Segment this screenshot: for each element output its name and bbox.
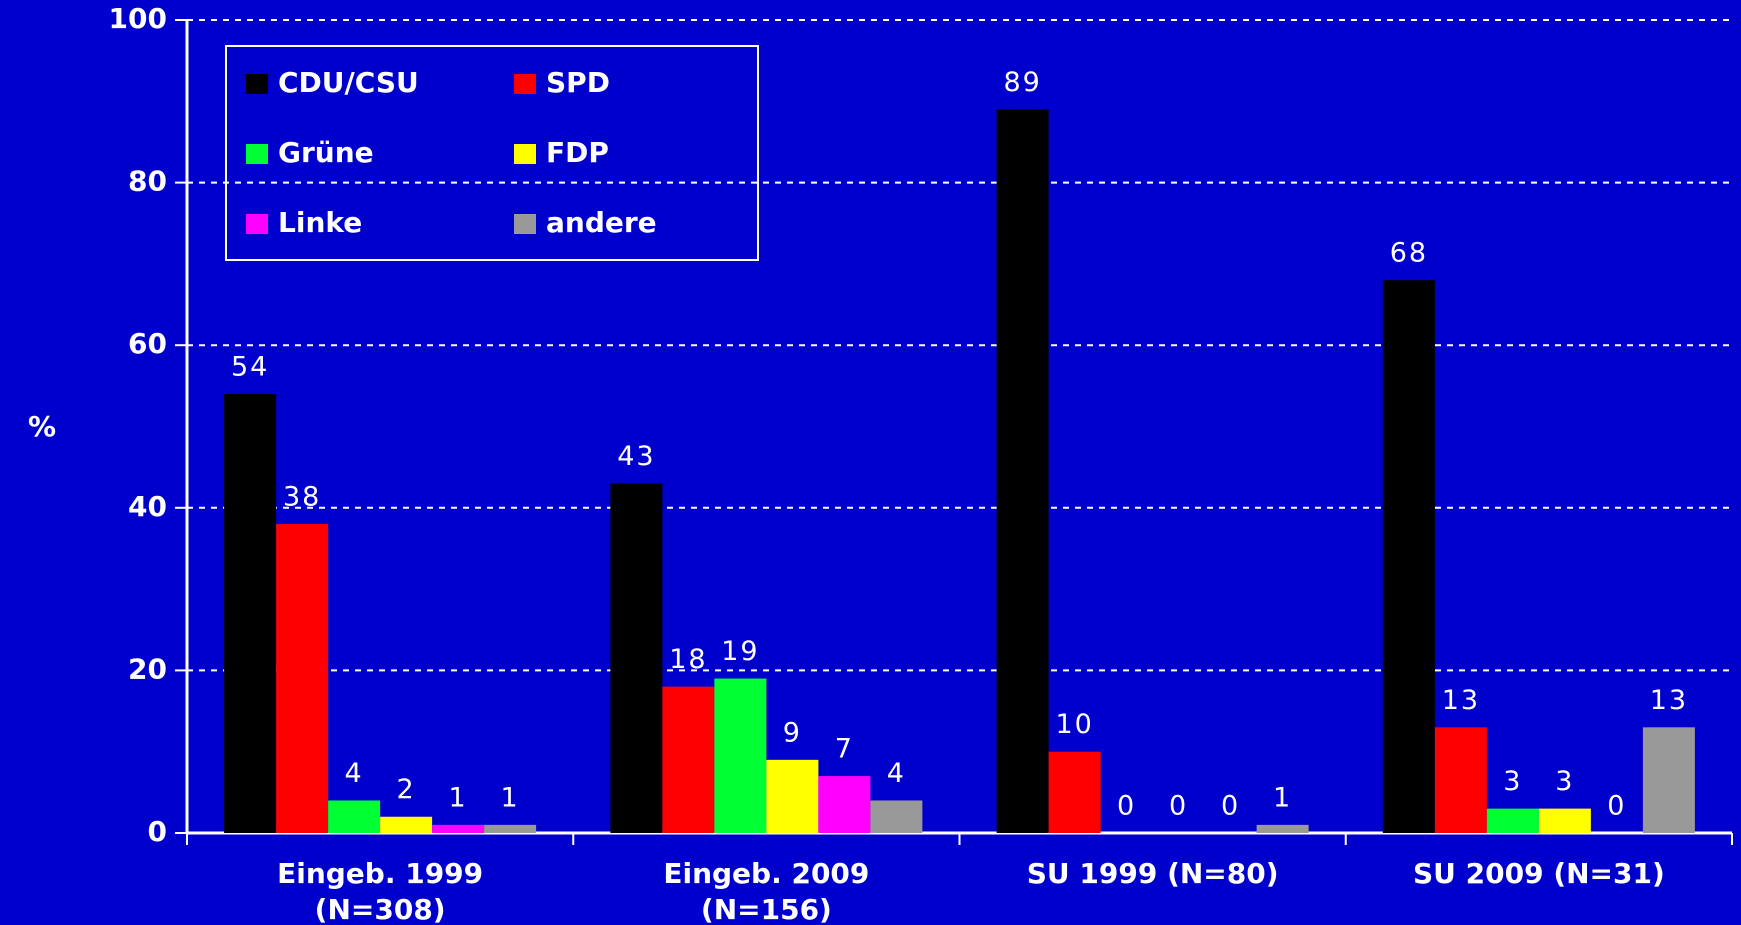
- legend-label: Grüne: [278, 136, 374, 169]
- value-label: 4: [345, 758, 364, 789]
- bar: [1642, 727, 1695, 833]
- bar: [996, 109, 1049, 834]
- value-label: 54: [231, 351, 269, 382]
- bar: [328, 800, 381, 833]
- bar: [766, 759, 819, 833]
- value-label: 13: [1442, 685, 1480, 716]
- bar: [1256, 824, 1309, 833]
- value-label: 13: [1650, 685, 1688, 716]
- bar: [380, 816, 433, 833]
- value-label: 1: [501, 782, 520, 813]
- x-tick-label: SU 2009 (N=31): [1413, 857, 1665, 890]
- legend-box: [225, 45, 759, 261]
- value-label: 0: [1607, 791, 1626, 822]
- bar: [1382, 280, 1435, 833]
- bar: [610, 483, 663, 833]
- value-label: 3: [1555, 766, 1574, 797]
- bar: [276, 524, 329, 833]
- y-tick-label: 0: [148, 815, 167, 848]
- x-tick-label: (N=156): [701, 893, 832, 925]
- y-tick-label: 80: [128, 165, 167, 198]
- value-label: 68: [1390, 238, 1428, 269]
- value-label: 18: [669, 644, 707, 675]
- bar: [1486, 808, 1539, 833]
- value-label: 7: [835, 734, 854, 765]
- value-label: 0: [1169, 791, 1188, 822]
- y-axis-label: %: [28, 410, 56, 443]
- bar: [432, 824, 485, 833]
- bar: [224, 393, 277, 833]
- bar: [1538, 808, 1591, 833]
- value-label: 2: [397, 774, 416, 805]
- value-label: 10: [1055, 709, 1093, 740]
- legend-label: andere: [546, 206, 657, 239]
- value-label: 43: [617, 441, 655, 472]
- value-label: 89: [1003, 67, 1041, 98]
- legend-label: FDP: [546, 136, 609, 169]
- legend-swatch: [514, 214, 536, 234]
- legend-swatch: [514, 144, 536, 164]
- bar: [870, 800, 923, 833]
- bar: [818, 776, 871, 833]
- x-tick-label: Eingeb. 1999: [277, 857, 483, 890]
- legend-label: SPD: [546, 66, 610, 99]
- y-tick-label: 20: [128, 652, 167, 685]
- bar: [484, 824, 537, 833]
- legend-swatch: [246, 144, 268, 164]
- bar: [662, 686, 715, 833]
- bar: [714, 678, 767, 833]
- y-tick-label: 100: [109, 2, 167, 35]
- bar: [1048, 751, 1101, 833]
- value-label: 38: [283, 482, 321, 513]
- legend-swatch: [246, 214, 268, 234]
- bar: [1434, 727, 1487, 833]
- legend-label: CDU/CSU: [278, 66, 419, 99]
- x-tick-label: Eingeb. 2009: [663, 857, 869, 890]
- value-label: 0: [1117, 791, 1136, 822]
- value-label: 4: [887, 758, 906, 789]
- x-tick-label: (N=308): [315, 893, 446, 925]
- value-label: 3: [1503, 766, 1522, 797]
- value-label: 1: [1273, 782, 1292, 813]
- value-label: 19: [721, 636, 759, 667]
- y-tick-label: 60: [128, 327, 167, 360]
- value-label: 0: [1221, 791, 1240, 822]
- value-label: 1: [449, 782, 468, 813]
- legend-label: Linke: [278, 206, 362, 239]
- y-tick-label: 40: [128, 490, 167, 523]
- value-label: 9: [783, 717, 802, 748]
- legend-swatch: [246, 74, 268, 94]
- legend-swatch: [514, 74, 536, 94]
- x-tick-label: SU 1999 (N=80): [1027, 857, 1279, 890]
